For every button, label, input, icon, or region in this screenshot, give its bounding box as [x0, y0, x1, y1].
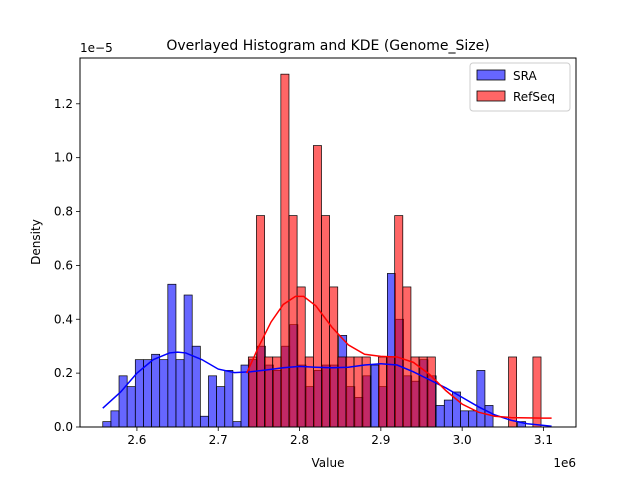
- x-tick-label: 2.8: [290, 433, 309, 447]
- bar-refseq: [386, 356, 396, 427]
- y-axis-label: Density: [29, 219, 43, 265]
- legend-swatch-refseq: [476, 90, 506, 102]
- bar-sra: [443, 399, 453, 427]
- bar-sra: [232, 421, 242, 427]
- bar-sra: [143, 359, 152, 427]
- bar-refseq: [264, 356, 274, 427]
- legend-label-sra: SRA: [513, 69, 537, 83]
- y-tick-label: 0.6: [54, 258, 73, 272]
- y-tick-label: 0.4: [54, 312, 73, 326]
- bar-refseq: [280, 73, 290, 427]
- bar-sra: [110, 410, 120, 427]
- bar-refseq: [329, 286, 339, 427]
- bar-sra: [191, 345, 201, 427]
- bar-sra: [468, 410, 478, 427]
- bar-sra: [460, 410, 470, 427]
- x-axis-label: Value: [312, 456, 345, 470]
- bar-sra: [151, 353, 161, 427]
- chart-title: Overlayed Histogram and KDE (Genome_Size…: [166, 38, 489, 54]
- bar-refseq: [532, 356, 542, 427]
- bar-refseq: [296, 286, 306, 427]
- bar-refseq: [378, 356, 387, 427]
- bar-refseq: [288, 215, 298, 427]
- legend-label-refseq: RefSeq: [513, 90, 555, 104]
- bar-sra: [370, 364, 380, 427]
- kde-line-refseq: [246, 295, 552, 419]
- y-tick-label: 0.8: [54, 205, 73, 219]
- legend-swatch-sra: [476, 69, 506, 81]
- bar-sra: [476, 370, 486, 427]
- bar-sra: [134, 359, 144, 427]
- bar-refseq: [353, 356, 363, 427]
- x-tick-label: 2.6: [127, 433, 146, 447]
- bar-sra: [452, 391, 461, 427]
- bar-refseq: [313, 145, 322, 427]
- bar-refseq: [256, 215, 265, 427]
- x-tick-label: 3.0: [453, 433, 472, 447]
- bar-refseq: [508, 356, 517, 427]
- y-offset-label: 1e−5: [80, 41, 113, 55]
- bar-sra: [183, 294, 193, 427]
- bar-sra: [159, 359, 169, 427]
- y-tick-label: 0.0: [54, 420, 73, 434]
- bar-sra: [175, 359, 185, 427]
- x-tick-label: 2.9: [371, 433, 390, 447]
- x-axis: 2.6 2.7 2.8 2.9 3.0 3.1: [127, 427, 553, 447]
- bar-sra: [126, 386, 136, 427]
- axes-frame: [79, 57, 577, 428]
- bar-sra: [199, 415, 209, 427]
- kde-line-sra: [102, 351, 552, 427]
- bar-sra: [216, 386, 226, 427]
- y-tick-label: 1.2: [54, 97, 73, 111]
- bar-sra: [435, 405, 445, 427]
- y-tick-label: 0.2: [54, 366, 73, 380]
- bars-layer: [102, 73, 542, 427]
- bar-sra: [118, 375, 128, 427]
- kde-layer: [102, 295, 552, 427]
- legend: SRA RefSeq: [469, 62, 571, 112]
- bar-refseq: [394, 215, 404, 427]
- bar-refseq: [361, 356, 371, 427]
- bar-sra: [167, 283, 177, 427]
- bar-refseq: [426, 356, 436, 427]
- y-tick-label: 1.0: [54, 151, 73, 165]
- bar-refseq: [402, 286, 412, 427]
- bar-sra: [208, 375, 217, 427]
- x-tick-label: 3.1: [534, 433, 553, 447]
- plot-area: [102, 73, 552, 427]
- x-tick-label: 2.7: [209, 433, 228, 447]
- bar-sra: [224, 370, 234, 427]
- x-offset-label: 1e6: [553, 456, 576, 470]
- bar-refseq: [410, 356, 420, 427]
- y-axis: 0.0 0.2 0.4 0.6 0.8 1.0 1.2: [54, 97, 80, 434]
- bar-sra: [102, 421, 112, 427]
- bar-sra: [240, 364, 250, 427]
